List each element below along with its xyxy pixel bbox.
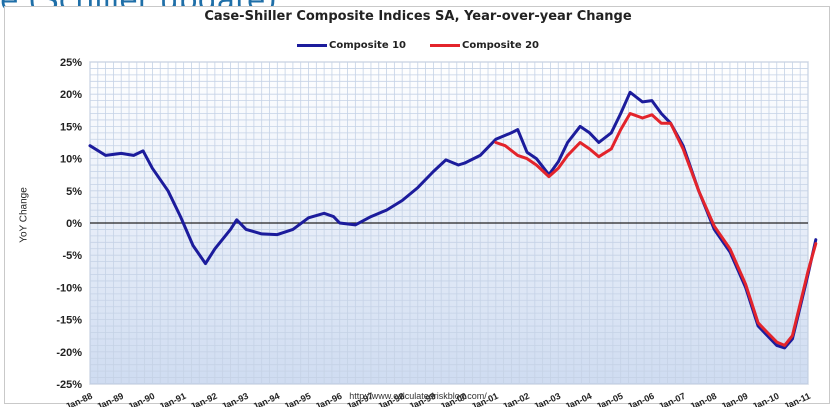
y-tick-label: -25% bbox=[56, 379, 82, 391]
y-tick-label: -5% bbox=[62, 250, 82, 262]
y-tick-label: 0% bbox=[66, 218, 82, 230]
legend-swatch-composite-20 bbox=[430, 43, 460, 47]
y-tick-label: 20% bbox=[60, 89, 82, 101]
y-tick-label: 5% bbox=[66, 186, 82, 198]
legend-item-composite-10: Composite 10 bbox=[297, 38, 406, 52]
y-tick-label: 10% bbox=[60, 154, 82, 166]
source-url: http://www.calculatedriskblog.com/ bbox=[349, 391, 487, 401]
y-tick-label: -10% bbox=[56, 282, 82, 294]
legend-swatch-composite-10 bbox=[297, 43, 327, 47]
legend-item-composite-20: Composite 20 bbox=[430, 38, 539, 52]
y-tick-label: 25% bbox=[60, 57, 82, 69]
y-tick-label: 15% bbox=[60, 121, 82, 133]
y-tick-label: -20% bbox=[56, 347, 82, 359]
y-tick-label: -15% bbox=[56, 315, 82, 327]
legend: Composite 10 Composite 20 bbox=[0, 38, 836, 52]
chart-title: Case-Shiller Composite Indices SA, Year-… bbox=[204, 9, 632, 24]
series-line-composite-20 bbox=[494, 112, 818, 347]
legend-label-composite-20: Composite 20 bbox=[462, 39, 539, 51]
legend-label-composite-10: Composite 10 bbox=[329, 39, 406, 51]
